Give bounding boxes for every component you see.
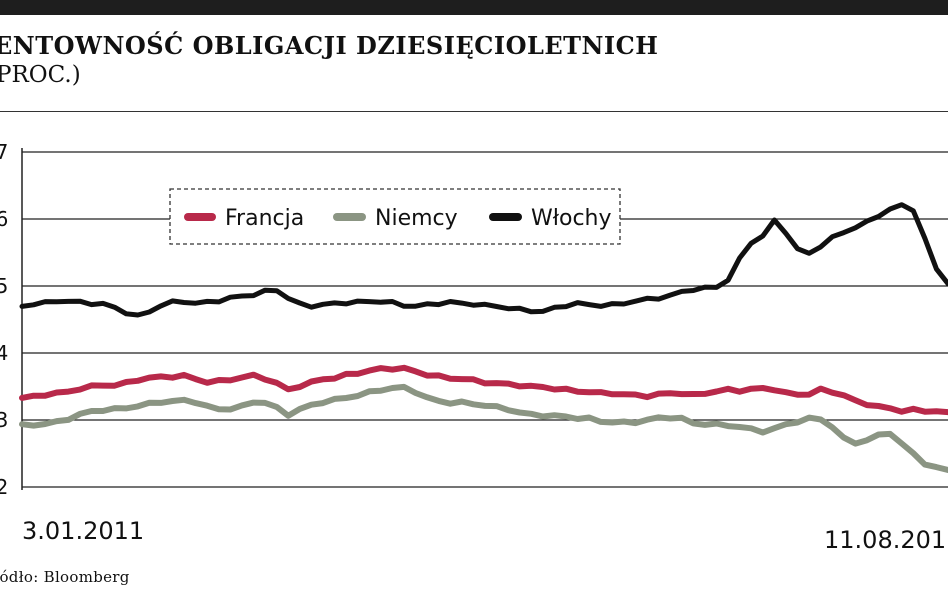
y-tick-label-3: 3 xyxy=(0,408,8,432)
y-tick-label-2: 2 xyxy=(0,475,8,499)
x-label-end: 11.08.2011 xyxy=(824,526,948,554)
series-line-niemcy xyxy=(19,383,948,473)
y-tick-label-6: 6 xyxy=(0,207,8,231)
y-tick-label-7: 7 xyxy=(0,140,8,164)
source-note: ródło: Bloomberg xyxy=(0,568,130,586)
y-tick-label-4: 4 xyxy=(0,341,8,365)
series-line-wlochy xyxy=(19,202,948,318)
chart-title: ENTOWNOŚĆ OBLIGACJI DZIESIĘCIOLETNICH xyxy=(0,31,659,60)
top-bar xyxy=(0,0,948,15)
chart-subtitle: PROC.) xyxy=(0,62,81,88)
header-separator xyxy=(0,111,948,112)
legend-label-niemcy: Niemcy xyxy=(375,206,458,231)
legend-label-francja: Francja xyxy=(225,206,304,231)
x-label-start: 3.01.2011 xyxy=(22,517,144,545)
legend-box xyxy=(169,188,621,245)
series-line-francja xyxy=(19,364,948,416)
series-lines xyxy=(19,202,948,473)
y-tick-labels: 2 3 4 5 6 7 xyxy=(0,140,8,499)
y-tick-label-5: 5 xyxy=(0,274,8,298)
legend-label-wlochy: Włochy xyxy=(531,206,612,231)
legend: Francja Niemcy Włochy xyxy=(169,188,621,245)
